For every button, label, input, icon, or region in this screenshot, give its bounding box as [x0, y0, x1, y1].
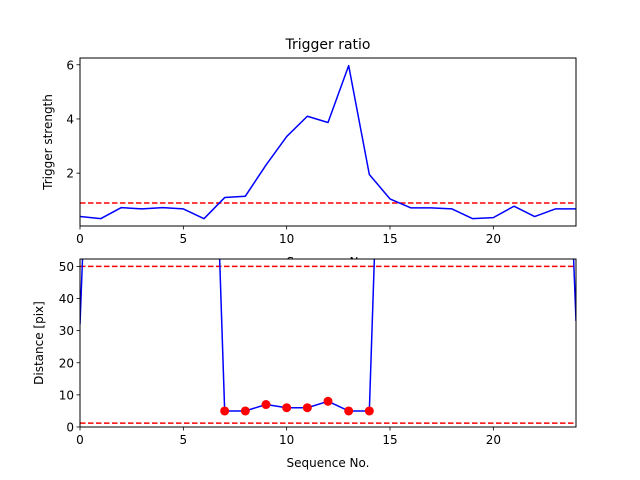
- plot-area-top: [80, 64, 576, 220]
- marker-point: [323, 396, 333, 406]
- y-tick-label: 6: [66, 58, 74, 72]
- x-tick-label: 15: [382, 232, 397, 246]
- x-tick-label: 20: [486, 232, 501, 246]
- series-line-0: [80, 64, 576, 220]
- axes-frame-top: [79, 57, 577, 227]
- plot-area-bottom: [80, 259, 576, 424]
- y-tick-label: 40: [59, 292, 74, 306]
- marker-point: [240, 406, 250, 416]
- marker-point: [282, 403, 292, 413]
- x-tick-label: 20: [486, 433, 501, 447]
- x-tick-label: 10: [279, 433, 294, 447]
- marker-point: [364, 406, 374, 416]
- ticks-bottom: 0 5 10 15 20 0 10 20 30 40 50: [59, 260, 501, 447]
- y-tick-label: 20: [59, 356, 74, 370]
- y-tick-label: 2: [66, 167, 74, 181]
- y-tick-label: 30: [59, 324, 74, 338]
- y-tick-label: 50: [59, 260, 74, 274]
- x-tick-label: 5: [180, 433, 188, 447]
- x-axis-label-bottom: Sequence No.: [287, 456, 370, 470]
- marker-point: [302, 403, 312, 413]
- series-line-0: [80, 259, 576, 412]
- marker-point: [344, 406, 354, 416]
- y-tick-label: 4: [66, 112, 74, 126]
- y-axis-label-top: Trigger strength: [41, 94, 55, 191]
- x-tick-label: 0: [76, 433, 84, 447]
- axes-frame-bottom: [79, 258, 577, 428]
- ticks-top: 0 5 10 15 20 2 4 6: [66, 58, 501, 246]
- x-tick-label: 0: [76, 232, 84, 246]
- x-tick-label: 15: [382, 433, 397, 447]
- marker-point: [261, 400, 271, 410]
- y-tick-label: 0: [66, 421, 74, 435]
- x-tick-label: 10: [279, 232, 294, 246]
- chart-title: Trigger ratio: [284, 37, 370, 53]
- marker-point: [220, 406, 230, 416]
- x-tick-label: 5: [180, 232, 188, 246]
- distance-panel: 0 5 10 15 20 0 10 20 30 40 50 Sequence No. Distanc…: [32, 258, 577, 470]
- y-tick-label: 10: [59, 388, 74, 402]
- y-axis-label-bottom: Distance [pix]: [32, 301, 46, 385]
